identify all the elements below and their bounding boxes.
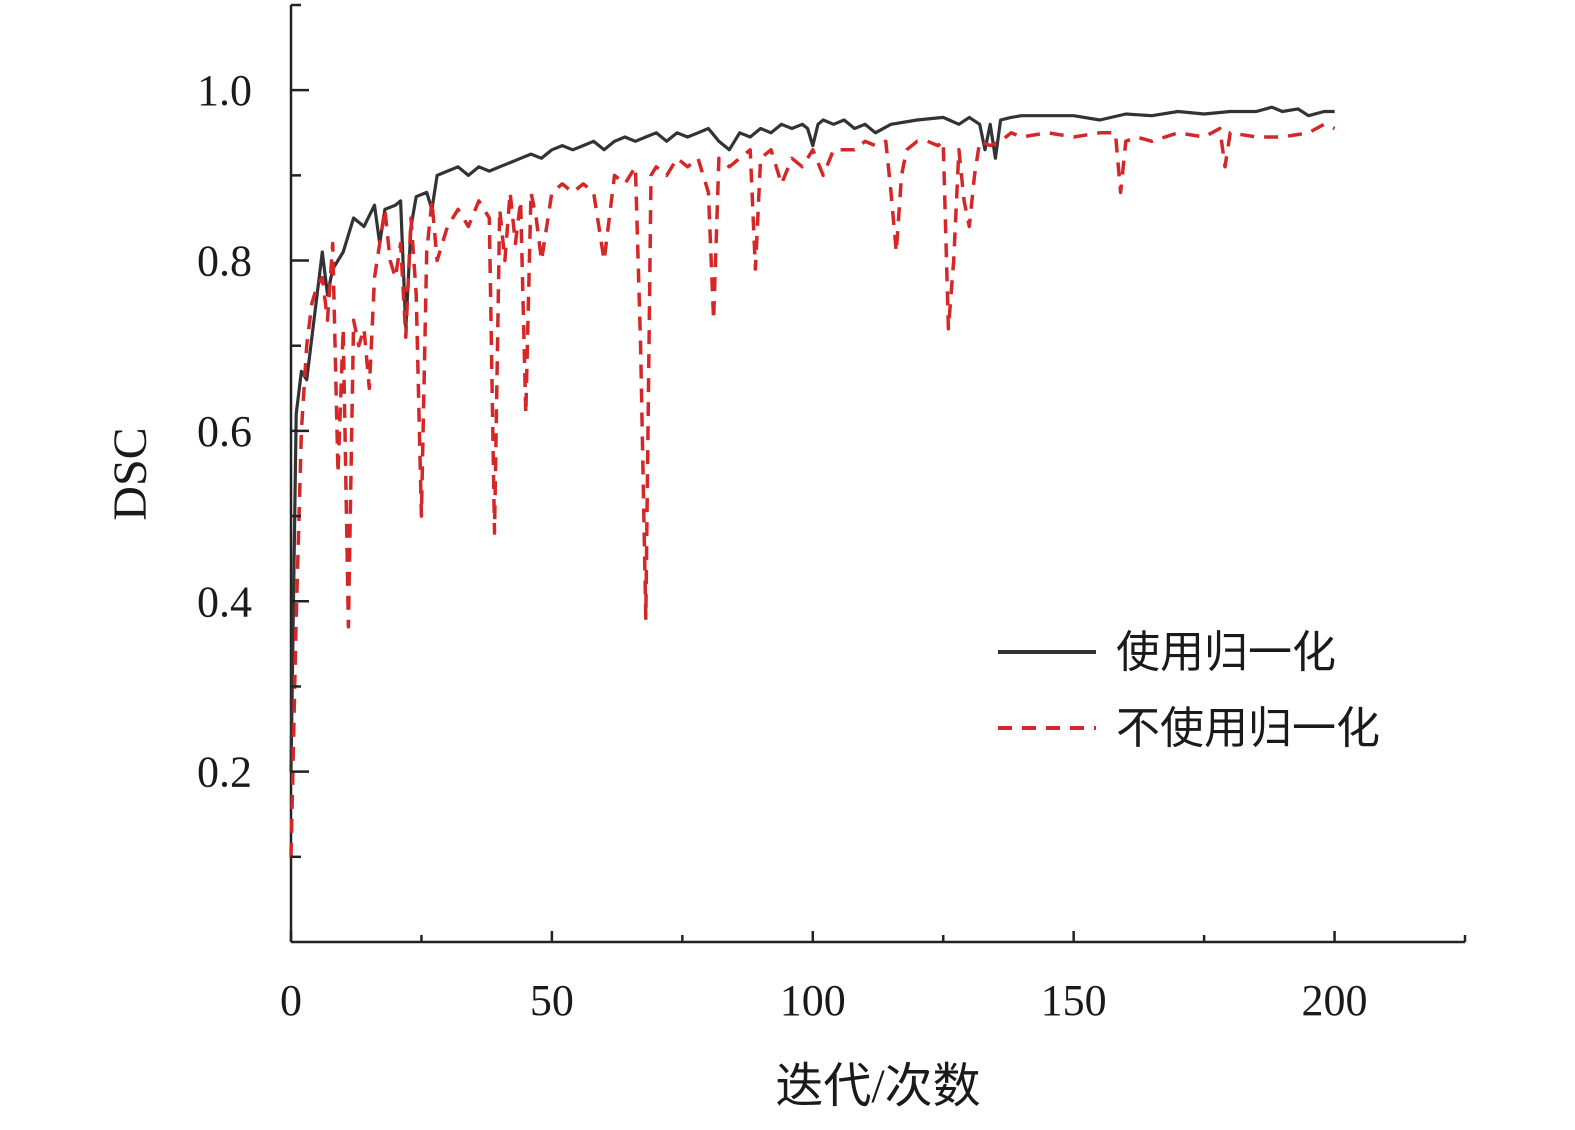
- series-normalized-line: [289, 105, 1335, 772]
- y-tick-label: 0.2: [197, 748, 252, 797]
- legend-label: 不使用归一化: [1116, 703, 1380, 754]
- x-tick-label: 200: [1302, 976, 1368, 1025]
- x-tick-label: 0: [280, 976, 302, 1025]
- y-tick-label: 0.6: [197, 407, 252, 456]
- y-tick-label: 1.0: [197, 66, 252, 115]
- x-tick-label: 100: [780, 976, 846, 1025]
- y-axis-title: DSC: [104, 427, 157, 520]
- legend-label: 使用归一化: [1116, 627, 1336, 678]
- ticks: 0 50 100 150 200 0.2 0.4 0.6 0.8 1.0: [197, 3, 1467, 1025]
- x-tick-label: 50: [530, 976, 574, 1025]
- x-axis-title: 迭代/次数: [775, 1060, 980, 1113]
- series-unnormalized-line: [289, 122, 1336, 857]
- y-tick-label: 0.4: [197, 577, 252, 626]
- axes: [289, 5, 1465, 944]
- plot-series: [289, 105, 1336, 857]
- y-tick-label: 0.8: [197, 237, 252, 286]
- x-tick-label: 150: [1041, 976, 1107, 1025]
